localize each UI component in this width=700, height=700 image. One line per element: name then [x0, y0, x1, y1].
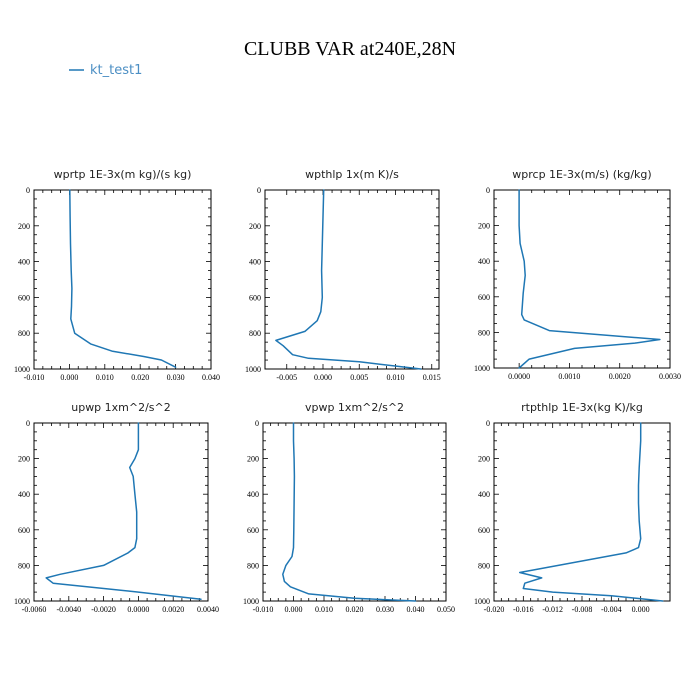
x-tick-label: 0.000 — [632, 605, 650, 614]
panel-4: upwp 1xm^2/s^2 0 200 400 600 800 1000-0.0060 -0… — [14, 401, 219, 614]
x-tick-label: 0.030 — [376, 605, 394, 614]
y-tick-label: 800 — [478, 328, 490, 337]
x-tick-label: 0.0010 — [558, 372, 580, 381]
x-tick-label: 0.000 — [60, 373, 78, 382]
x-tick-label: 0.0030 — [659, 372, 681, 381]
panel-6: rtpthlp 1E-3x(kg K)/kg02004006008001000-… — [474, 401, 671, 614]
y-tick-label: 1000 — [474, 364, 490, 373]
x-tick-label: 0.0040 — [197, 605, 219, 614]
x-tick-label: 0.0000 — [127, 605, 149, 614]
y-tick-label: 600 — [18, 293, 30, 302]
y-tick-label: 1000 — [245, 365, 261, 374]
x-tick-label: 0.0020 — [609, 372, 631, 381]
series-line-kt_test1 — [45, 422, 202, 600]
y-tick-label: 400 — [18, 258, 30, 267]
panel-title: rtpthlp 1E-3x(kg K)/kg — [521, 401, 643, 414]
x-tick-label: -0.005 — [276, 373, 297, 382]
x-tick-label: -0.004 — [601, 605, 622, 614]
plot-frame — [493, 422, 671, 602]
x-tick-label: -0.010 — [24, 373, 45, 382]
y-tick-label: 200 — [478, 222, 490, 231]
y-tick-label: 800 — [247, 561, 259, 570]
y-tick-label: 800 — [18, 329, 30, 338]
x-tick-label: 0.030 — [167, 373, 185, 382]
y-tick-label: 200 — [18, 455, 30, 464]
x-tick-label: 0.020 — [346, 605, 364, 614]
x-tick-label: -0.010 — [253, 605, 274, 614]
y-tick-label: 600 — [18, 526, 30, 535]
y-tick-label: 1000 — [243, 597, 259, 606]
y-tick-label: 600 — [249, 293, 261, 302]
y-tick-label: 400 — [478, 490, 490, 499]
legend-label: kt_test1 — [90, 63, 142, 78]
y-tick-label: 0 — [26, 186, 30, 195]
y-tick-label: 600 — [478, 293, 490, 302]
y-tick-label: 400 — [18, 490, 30, 499]
panel-title: wprcp 1E-3x(m/s) (kg/kg) — [512, 168, 651, 181]
series-line-kt_test1 — [275, 189, 422, 370]
x-tick-label: -0.012 — [542, 605, 563, 614]
y-tick-label: 0 — [486, 186, 490, 195]
series-line-kt_test1 — [518, 422, 664, 602]
y-tick-label: 400 — [478, 257, 490, 266]
y-tick-label: 800 — [249, 329, 261, 338]
x-tick-label: 0.040 — [202, 373, 220, 382]
x-tick-label: -0.016 — [513, 605, 534, 614]
x-tick-label: 0.010 — [387, 373, 405, 382]
y-tick-label: 0 — [255, 419, 259, 428]
x-tick-label: -0.0060 — [22, 605, 47, 614]
panel-2: wpthlp 1x(m K)/s 0 200 400 600 800 1000 -0.005 0… — [245, 168, 441, 382]
plot-frame — [33, 189, 212, 370]
y-tick-label: 0 — [257, 186, 261, 195]
x-tick-label: 0.010 — [96, 373, 114, 382]
figure-title: CLUBB VAR at240E,28N — [244, 38, 456, 60]
y-tick-label: 600 — [478, 526, 490, 535]
panel-3: wprcp 1E-3x(m/s) (kg/kg) 0 200 400 600 800 100… — [474, 168, 681, 381]
y-tick-label: 400 — [249, 258, 261, 267]
legend: kt_test1 — [69, 63, 142, 78]
y-tick-label: 200 — [249, 222, 261, 231]
x-tick-label: 0.015 — [423, 373, 441, 382]
y-tick-label: 800 — [478, 561, 490, 570]
panel-1: wprtp 1E-3x(m kg)/(s kg) 0 200 400 600 800 100… — [14, 168, 220, 382]
series-line-kt_test1 — [518, 189, 661, 369]
y-tick-label: 400 — [247, 490, 259, 499]
y-tick-label: 200 — [478, 455, 490, 464]
panel-title: wprtp 1E-3x(m kg)/(s kg) — [54, 168, 192, 181]
panels: wprtp 1E-3x(m kg)/(s kg) 0 200 400 600 800 100… — [14, 168, 681, 614]
y-tick-label: 800 — [18, 561, 30, 570]
x-tick-label: 0.050 — [437, 605, 455, 614]
x-tick-label: 0.040 — [407, 605, 425, 614]
y-tick-label: 1000 — [14, 365, 30, 374]
y-tick-label: 200 — [247, 455, 259, 464]
x-tick-label: 0.010 — [315, 605, 333, 614]
series-line-kt_test1 — [282, 422, 417, 602]
y-tick-label: 1000 — [14, 597, 30, 606]
x-tick-label: -0.008 — [572, 605, 593, 614]
series-line-kt_test1 — [69, 189, 177, 368]
plot-frame — [262, 422, 447, 602]
panel-title: upwp 1xm^2/s^2 — [71, 401, 171, 414]
y-tick-label: 0 — [486, 419, 490, 428]
x-tick-label: 0.0020 — [162, 605, 184, 614]
x-tick-label: 0.000 — [285, 605, 303, 614]
x-tick-label: 0.005 — [350, 373, 368, 382]
x-tick-label: 0.020 — [131, 373, 149, 382]
y-tick-label: 1000 — [474, 597, 490, 606]
x-tick-label: -0.020 — [484, 605, 505, 614]
panel-title: wpthlp 1x(m K)/s — [305, 168, 399, 181]
y-tick-label: 600 — [247, 526, 259, 535]
y-tick-label: 200 — [18, 222, 30, 231]
panel-title: vpwp 1xm^2/s^2 — [305, 401, 404, 414]
plot-frame — [264, 189, 440, 370]
x-tick-label: -0.0040 — [56, 605, 81, 614]
y-tick-label: 0 — [26, 419, 30, 428]
panel-5: vpwp 1xm^2/s^2 0 200 400 600 800 1000-0.010 0.0… — [243, 401, 455, 614]
x-tick-label: 0.000 — [314, 373, 332, 382]
x-tick-label: -0.0020 — [91, 605, 116, 614]
x-tick-label: 0.0000 — [508, 372, 530, 381]
